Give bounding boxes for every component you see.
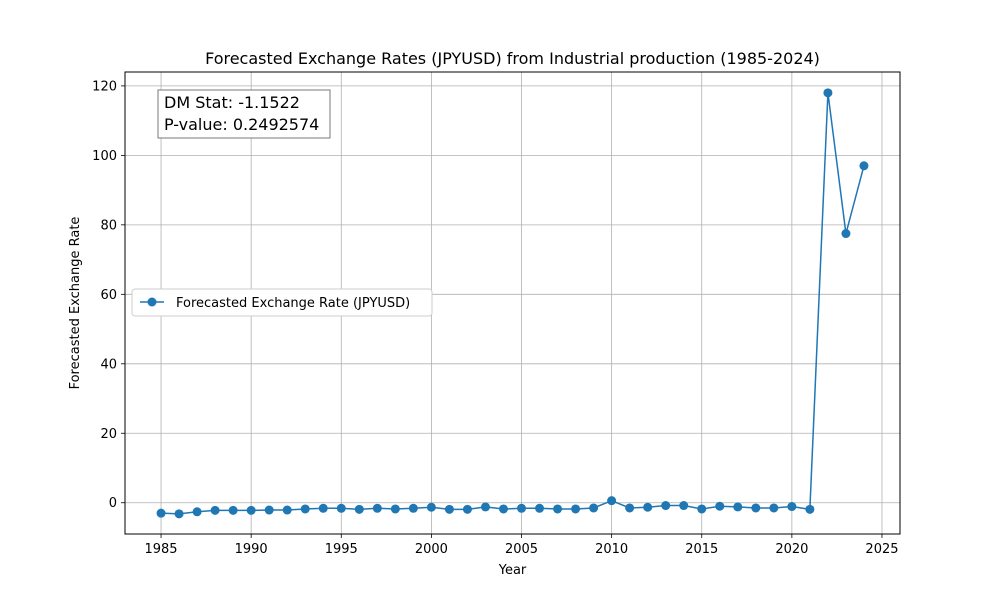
y-tick-label: 120 (92, 79, 117, 94)
legend-marker (147, 297, 157, 307)
data-point (517, 503, 527, 513)
x-tick-label: 1985 (144, 542, 177, 557)
x-axis-label: Year (498, 563, 527, 578)
data-point (769, 503, 779, 513)
data-point (282, 505, 292, 515)
dm-stat-text: DM Stat: -1.1522 (164, 93, 300, 112)
x-tick-label: 2015 (685, 542, 718, 557)
y-tick-label: 60 (100, 288, 117, 303)
data-point (661, 501, 671, 511)
data-point (697, 504, 707, 514)
data-point (462, 504, 472, 514)
x-tick-label: 1990 (235, 542, 268, 557)
data-point (174, 509, 184, 519)
x-tick-label: 2005 (505, 542, 538, 557)
data-point (444, 504, 454, 514)
data-point (318, 503, 328, 513)
x-tick-label: 2000 (415, 542, 448, 557)
data-point (390, 504, 400, 514)
data-point (426, 502, 436, 512)
data-point (228, 505, 238, 515)
data-point (715, 501, 725, 511)
data-point (336, 503, 346, 513)
data-point (210, 505, 220, 515)
data-point (841, 229, 851, 239)
series-line (161, 92, 865, 515)
p-value-text: P-value: 0.2492574 (164, 115, 319, 134)
data-point (372, 503, 382, 513)
y-tick-label: 100 (92, 149, 117, 164)
data-point (300, 504, 310, 514)
data-point (408, 503, 418, 513)
legend-label: Forecasted Exchange Rate (JPYUSD) (176, 296, 410, 311)
data-point (607, 496, 617, 506)
data-point (823, 88, 833, 98)
y-tick-label: 40 (100, 357, 117, 372)
data-point (535, 503, 545, 513)
grid (125, 72, 900, 534)
data-point (498, 504, 508, 514)
data-point (156, 508, 166, 518)
data-point (643, 502, 653, 512)
y-tick-label: 20 (100, 427, 117, 442)
data-point (625, 503, 635, 513)
y-axis-label: Forecasted Exchange Rate (68, 217, 83, 390)
data-point (859, 161, 869, 171)
data-point (264, 505, 274, 515)
data-point (589, 503, 599, 513)
data-point (679, 501, 689, 511)
data-point (480, 502, 490, 512)
data-point (246, 505, 256, 515)
y-tick-label: 0 (109, 496, 117, 511)
data-point (787, 502, 797, 512)
data-point (733, 502, 743, 512)
data-point (553, 504, 563, 514)
data-point (192, 507, 202, 517)
data-point (805, 504, 815, 514)
plot-frame (124, 71, 901, 535)
x-tick-label: 2020 (775, 542, 808, 557)
data-point (751, 503, 761, 513)
data-point (354, 504, 364, 514)
series-layer (156, 88, 869, 519)
x-tick-label: 2010 (595, 542, 628, 557)
legend: Forecasted Exchange Rate (JPYUSD) (131, 288, 433, 317)
x-tick-label: 1995 (325, 542, 358, 557)
x-tick-label: 2025 (865, 542, 898, 557)
chart-title: Forecasted Exchange Rates (JPYUSD) from … (205, 49, 820, 68)
ticks: 1985 1990 1995 2000 2005 2010 2015 2020 2025 0 20 4… (92, 79, 898, 557)
y-tick-label: 80 (100, 218, 117, 233)
annotation-box: DM Stat: -1.1522 P-value: 0.2492574 (157, 89, 331, 139)
data-point (571, 504, 581, 514)
